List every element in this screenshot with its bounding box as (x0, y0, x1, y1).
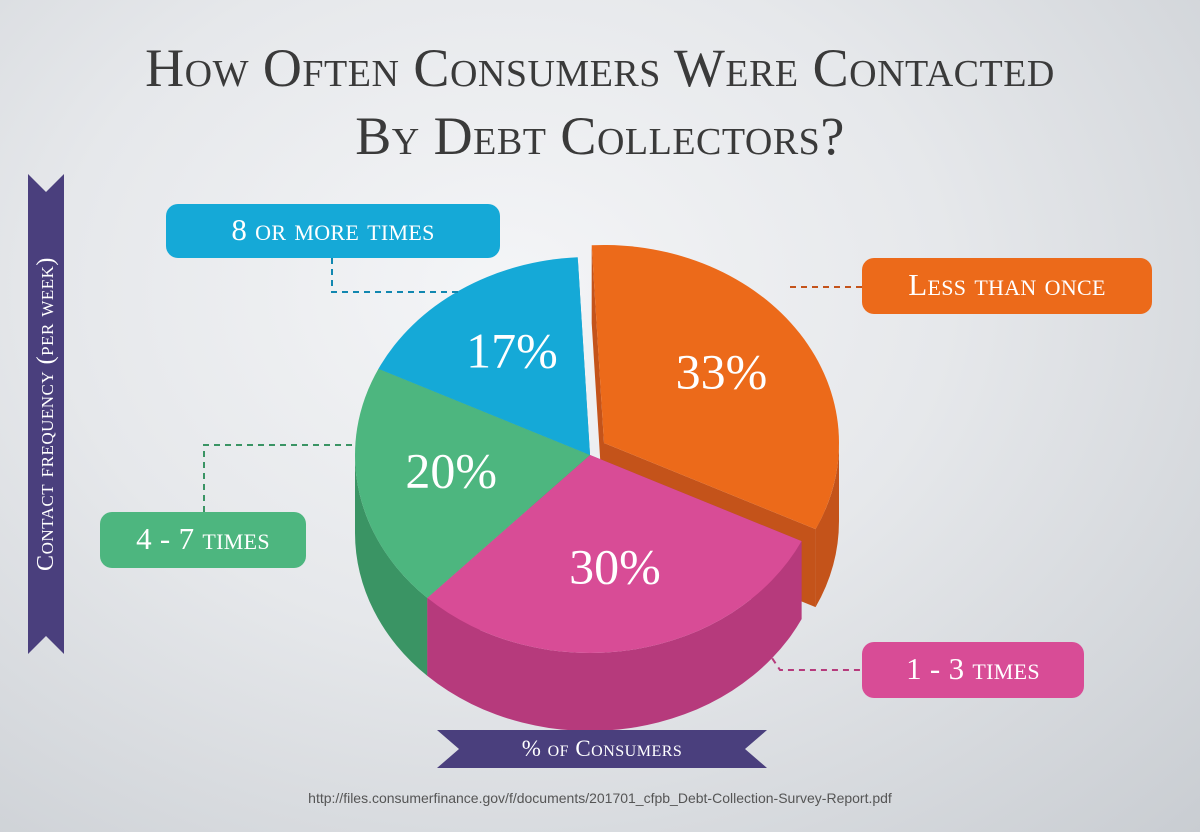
pie-slice-8-or-more-times (378, 257, 590, 455)
callout-4-7-times: 4 - 7 times (100, 512, 306, 568)
chart-title-line-1: How Often Consumers Were Contacted (145, 38, 1055, 98)
callout-1-3-times: 1 - 3 times (862, 642, 1084, 698)
leader-line-8-or-more-times (331, 258, 460, 293)
chart-title-line-2: By Debt Collectors? (355, 106, 845, 166)
pie-slice-side-1-3-times (427, 541, 802, 731)
leader-line-4-7-times (203, 444, 352, 512)
source-url: http://files.consumerfinance.gov/f/docum… (308, 790, 892, 806)
pie-value-label-1-3-times: 30% (569, 538, 661, 594)
y-axis-ribbon (28, 174, 64, 654)
pie-value-label-4-7-times: 20% (405, 443, 497, 499)
pie-slice-4-7-times (355, 368, 590, 598)
pie-value-label-8-or-more-times: 17% (466, 323, 558, 379)
pie-slice-side-4-7-times (355, 455, 428, 676)
callout-less-than-once: Less than once (862, 258, 1152, 314)
pie-slice-wall-less-than-once-0 (591, 245, 604, 521)
pie-slice-less-than-once (591, 244, 840, 530)
callout-8-or-more-times: 8 or more times (166, 204, 500, 258)
pie-value-label-less-than-once: 33% (676, 344, 768, 400)
leader-line-1-3-times (759, 639, 862, 671)
x-axis-ribbon-label: % of Consumers (437, 730, 767, 768)
pie-slice-1-3-times (427, 455, 802, 653)
pie-slice-side-less-than-once (815, 443, 839, 608)
